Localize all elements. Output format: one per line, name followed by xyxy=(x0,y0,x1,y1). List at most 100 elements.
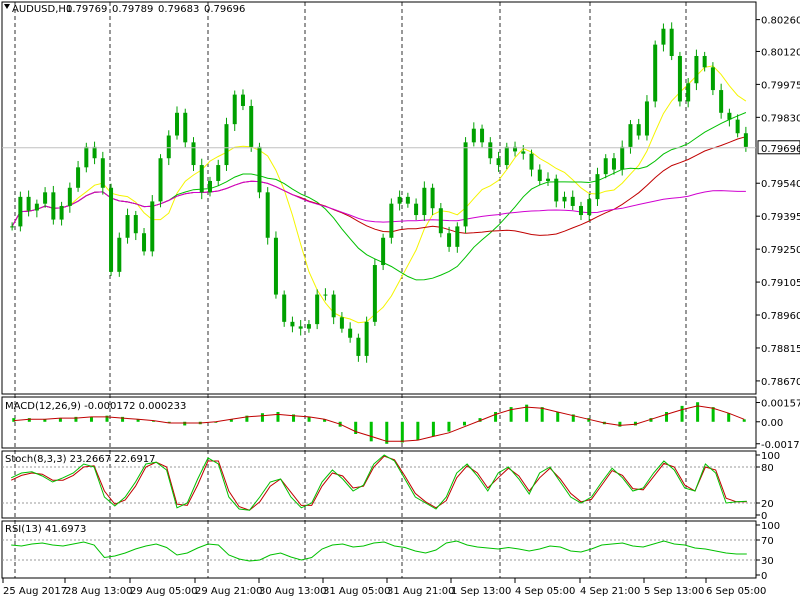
candle-body xyxy=(240,94,245,106)
candle-body xyxy=(150,201,155,252)
candle-body xyxy=(686,83,691,102)
macd-title: MACD(12,26,9) -0.000172 0.000233 xyxy=(5,401,186,412)
indicator-tick-label: 0.00 xyxy=(761,418,783,429)
macd-histogram-bar xyxy=(587,418,591,422)
candle-body xyxy=(414,203,419,216)
candle-body xyxy=(644,101,649,136)
time-tick-label: 5 Sep 13:00 xyxy=(644,586,704,597)
macd-histogram-bar xyxy=(105,415,109,422)
price-tick-label: 0.79540 xyxy=(761,179,800,190)
macd-histogram-bar xyxy=(400,421,404,443)
candle-body xyxy=(323,294,328,296)
candle-body xyxy=(207,180,212,193)
candle-body xyxy=(43,192,48,204)
time-tick-label: 29 Aug 05:00 xyxy=(130,586,197,597)
candle-body xyxy=(743,133,748,147)
stoch-title: Stoch(8,3,3) 23.2667 22.6917 xyxy=(5,454,156,465)
macd-histogram-bar xyxy=(431,421,435,437)
stoch-pane[interactable] xyxy=(2,454,756,511)
macd-histogram-bar xyxy=(494,412,498,422)
indicator-tick-label: 0.001575 xyxy=(761,399,800,410)
candle-body xyxy=(735,119,740,134)
price-frame xyxy=(1,1,757,395)
candle-body xyxy=(381,237,386,266)
candle-body xyxy=(191,142,196,166)
current-price-label: 0.79696 xyxy=(761,144,800,155)
candle-body xyxy=(677,55,682,102)
macd-axis: 0.001575 0.00 -0.001798 xyxy=(756,399,800,451)
candle-body xyxy=(306,324,311,329)
candle-body xyxy=(298,326,303,329)
candle-body xyxy=(348,328,353,338)
rsi-pane[interactable] xyxy=(2,539,756,562)
macd-pane[interactable] xyxy=(12,402,746,444)
candle-body xyxy=(587,199,592,216)
candle-body xyxy=(232,94,237,125)
close-price: 0.79696 xyxy=(204,4,245,15)
ma-yellow-line xyxy=(11,65,747,324)
macd-histogram-bar xyxy=(369,421,373,442)
candles xyxy=(10,22,748,363)
macd-histogram-bar xyxy=(509,407,513,422)
candle-body xyxy=(356,337,361,356)
indicator-tick-label: 70 xyxy=(761,536,774,547)
candle-body xyxy=(595,174,600,200)
macd-histogram-bar xyxy=(571,414,575,422)
candle-body xyxy=(331,294,336,318)
candle-body xyxy=(661,28,666,45)
candle-body xyxy=(216,165,221,181)
ma-magenta-line xyxy=(11,180,746,227)
candle-body xyxy=(315,294,320,325)
macd-histogram-bar xyxy=(711,407,715,422)
candle-body xyxy=(480,128,485,143)
macd-histogram-bar xyxy=(292,414,296,422)
symbol-name: AUDUSD,H1 xyxy=(12,4,72,15)
candle-body xyxy=(702,55,707,68)
macd-histogram-bar xyxy=(167,421,171,423)
macd-histogram-bar xyxy=(12,418,16,422)
macd-histogram-bar xyxy=(665,412,669,422)
macd-histogram-bar xyxy=(245,415,249,422)
macd-histogram-bar xyxy=(152,420,156,422)
candle-body xyxy=(455,226,460,247)
candle-body xyxy=(109,187,114,272)
macd-histogram-bar xyxy=(354,421,358,434)
candle-body xyxy=(521,151,526,154)
rsi-frame xyxy=(1,520,757,579)
macd-histogram-bar xyxy=(618,421,622,427)
candle-body xyxy=(488,142,493,159)
open-price: 0.79769 xyxy=(66,4,107,15)
candle-body xyxy=(578,205,583,216)
stoch-main-line xyxy=(10,454,747,511)
indicator-tick-label: 30 xyxy=(761,556,774,567)
current-price-marker: 0.79696 xyxy=(757,140,800,155)
candle-body xyxy=(504,146,509,166)
macd-histogram-bar xyxy=(633,421,637,426)
macd-histogram-bar xyxy=(540,407,544,422)
candle-body xyxy=(513,146,518,152)
candle-body xyxy=(603,158,608,175)
candle-body xyxy=(34,203,39,211)
candle-body xyxy=(92,146,97,159)
time-tick-label: 31 Aug 21:00 xyxy=(387,586,454,597)
candle-body xyxy=(166,135,171,159)
candle-body xyxy=(224,124,229,166)
candle-body xyxy=(10,226,15,228)
macd-histogram-bar xyxy=(121,416,125,422)
price-pane[interactable] xyxy=(2,22,756,363)
candle-body xyxy=(430,187,435,209)
candle-body xyxy=(26,196,31,211)
current-price-box xyxy=(757,140,800,155)
candle-body xyxy=(67,187,72,206)
candle-body xyxy=(710,67,715,91)
candle-body xyxy=(546,178,551,181)
candle-body xyxy=(133,215,138,234)
candle-body xyxy=(471,128,476,143)
candle-body xyxy=(125,215,130,238)
symbol-header: AUDUSD,H1 0.79769 0.79789 0.79683 0.7969… xyxy=(4,4,245,15)
indicator-tick-label: 0 xyxy=(761,571,767,582)
candle-body xyxy=(84,146,89,168)
candle-body xyxy=(570,196,575,206)
